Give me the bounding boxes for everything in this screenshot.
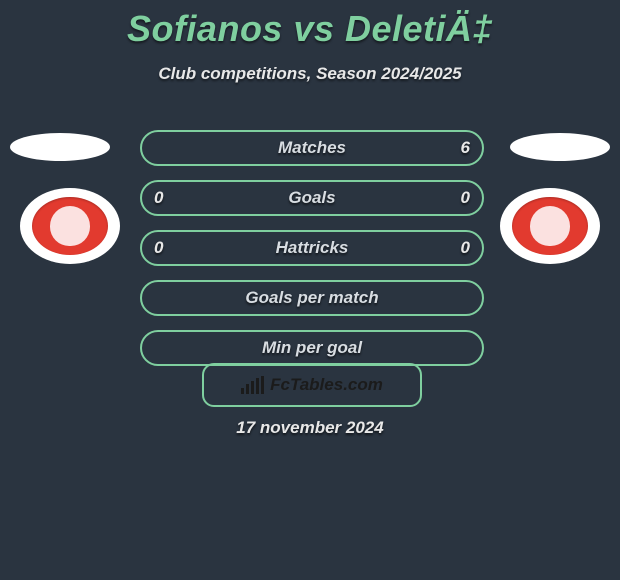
- date-label: 17 november 2024: [0, 418, 620, 438]
- right-club-badge: [500, 188, 600, 264]
- left-player-ellipse: [10, 133, 110, 161]
- stat-row: 0 Hattricks 0: [140, 230, 484, 266]
- left-club-badge: [20, 188, 120, 264]
- brand-label: FcTables.com: [270, 375, 383, 395]
- stats-column: Matches 6 0 Goals 0 0 Hattricks 0 Goals …: [140, 130, 480, 380]
- right-player-ellipse: [510, 133, 610, 161]
- stat-left-value: 0: [154, 238, 163, 258]
- stat-row: Min per goal: [140, 330, 484, 366]
- stat-label: Hattricks: [276, 238, 349, 258]
- stat-row: Goals per match: [140, 280, 484, 316]
- page-title: Sofianos vs DeletiÄ‡: [0, 8, 620, 50]
- brand-bars-icon: [241, 376, 264, 394]
- stat-right-value: 6: [461, 138, 470, 158]
- stat-row: 0 Goals 0: [140, 180, 484, 216]
- stat-label: Matches: [278, 138, 346, 158]
- stat-row: Matches 6: [140, 130, 484, 166]
- stat-right-value: 0: [461, 238, 470, 258]
- stat-label: Min per goal: [262, 338, 362, 358]
- stat-label: Goals: [288, 188, 335, 208]
- page-subtitle: Club competitions, Season 2024/2025: [0, 64, 620, 84]
- stat-right-value: 0: [461, 188, 470, 208]
- brand-box: FcTables.com: [202, 363, 422, 407]
- stat-left-value: 0: [154, 188, 163, 208]
- stat-label: Goals per match: [245, 288, 378, 308]
